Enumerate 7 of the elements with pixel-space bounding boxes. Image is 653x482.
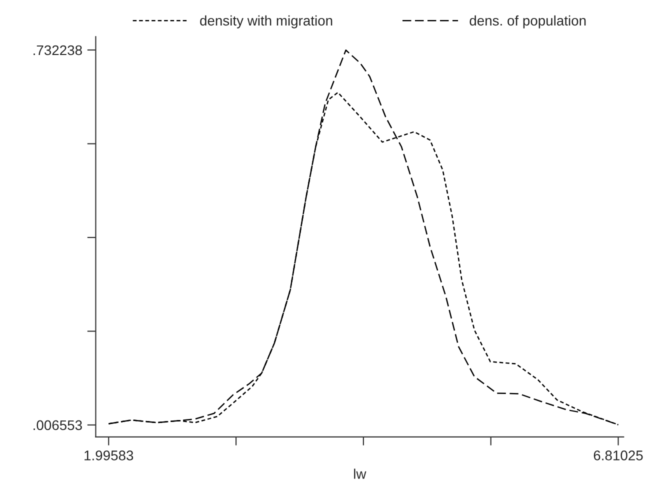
y-tick-label: .006553 bbox=[34, 420, 82, 430]
x-tick-label: 1.99583 bbox=[84, 450, 134, 460]
y-tick-label: .732238 bbox=[34, 45, 82, 56]
legend-label: dens. of population bbox=[470, 15, 586, 28]
x-tick-label: 6.81025 bbox=[594, 450, 643, 460]
x-axis-title: lw bbox=[354, 468, 366, 479]
legend-label: density with migration bbox=[200, 15, 332, 28]
